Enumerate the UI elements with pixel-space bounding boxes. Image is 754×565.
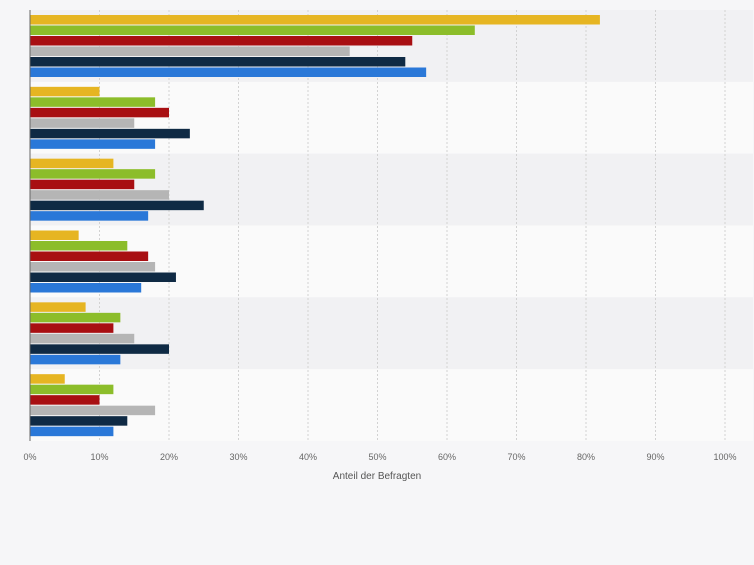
x-tick-label: 40% [299,452,317,462]
bar-s6-g1 [30,67,427,77]
x-tick-label: 10% [90,452,108,462]
bar-s1-g1 [30,15,600,25]
bar-s4-g1 [30,46,350,56]
x-tick-label: 50% [368,452,386,462]
bar-s1-g5 [30,302,86,312]
bar-s4-g6 [30,405,156,416]
bar-s3-g1 [30,36,413,46]
bar-s5-g1 [30,57,406,67]
x-tick-label: 70% [507,452,525,462]
bar-s5-g5 [30,344,169,354]
bar-s3-g6 [30,395,100,405]
bar-s2-g2 [30,97,156,107]
group-band-6 [30,369,753,441]
bar-s6-g5 [30,354,121,365]
bar-s4-g2 [30,118,135,128]
bar-s6-g6 [30,426,114,437]
bar-s3-g4 [30,251,149,261]
bar-s2-g5 [30,312,121,323]
bar-s1-g4 [30,230,79,240]
x-tick-label: 20% [160,452,178,462]
bar-s2-g6 [30,384,114,395]
bar-s5-g3 [30,200,204,211]
bar-s5-g6 [30,416,128,426]
bar-s6-g4 [30,283,142,293]
bar-s6-g2 [30,139,156,149]
bar-s5-g4 [30,272,176,282]
x-tick-label: 0% [23,452,36,462]
x-tick-label: 60% [438,452,456,462]
bar-s3-g5 [30,323,114,333]
x-tick-label: 90% [646,452,664,462]
bar-s4-g3 [30,190,169,200]
bar-s2-g3 [30,169,156,179]
bar-s3-g2 [30,107,169,118]
group-band-5 [30,297,753,370]
x-axis-label: Anteil der Befragten [333,471,421,482]
bar-s1-g6 [30,374,65,384]
bar-s4-g4 [30,262,156,272]
bar-s5-g2 [30,128,190,139]
group-band-3 [30,153,753,226]
bar-s3-g3 [30,179,135,190]
bar-s1-g3 [30,158,114,169]
bar-s1-g2 [30,86,100,97]
bar-s6-g3 [30,211,149,221]
x-tick-label: 30% [229,452,247,462]
x-tick-label: 80% [577,452,595,462]
bar-s2-g1 [30,25,475,35]
x-tick-label: 100% [713,452,736,462]
group-band-4 [30,225,753,298]
bar-s2-g4 [30,241,128,251]
bar-s4-g5 [30,333,135,344]
